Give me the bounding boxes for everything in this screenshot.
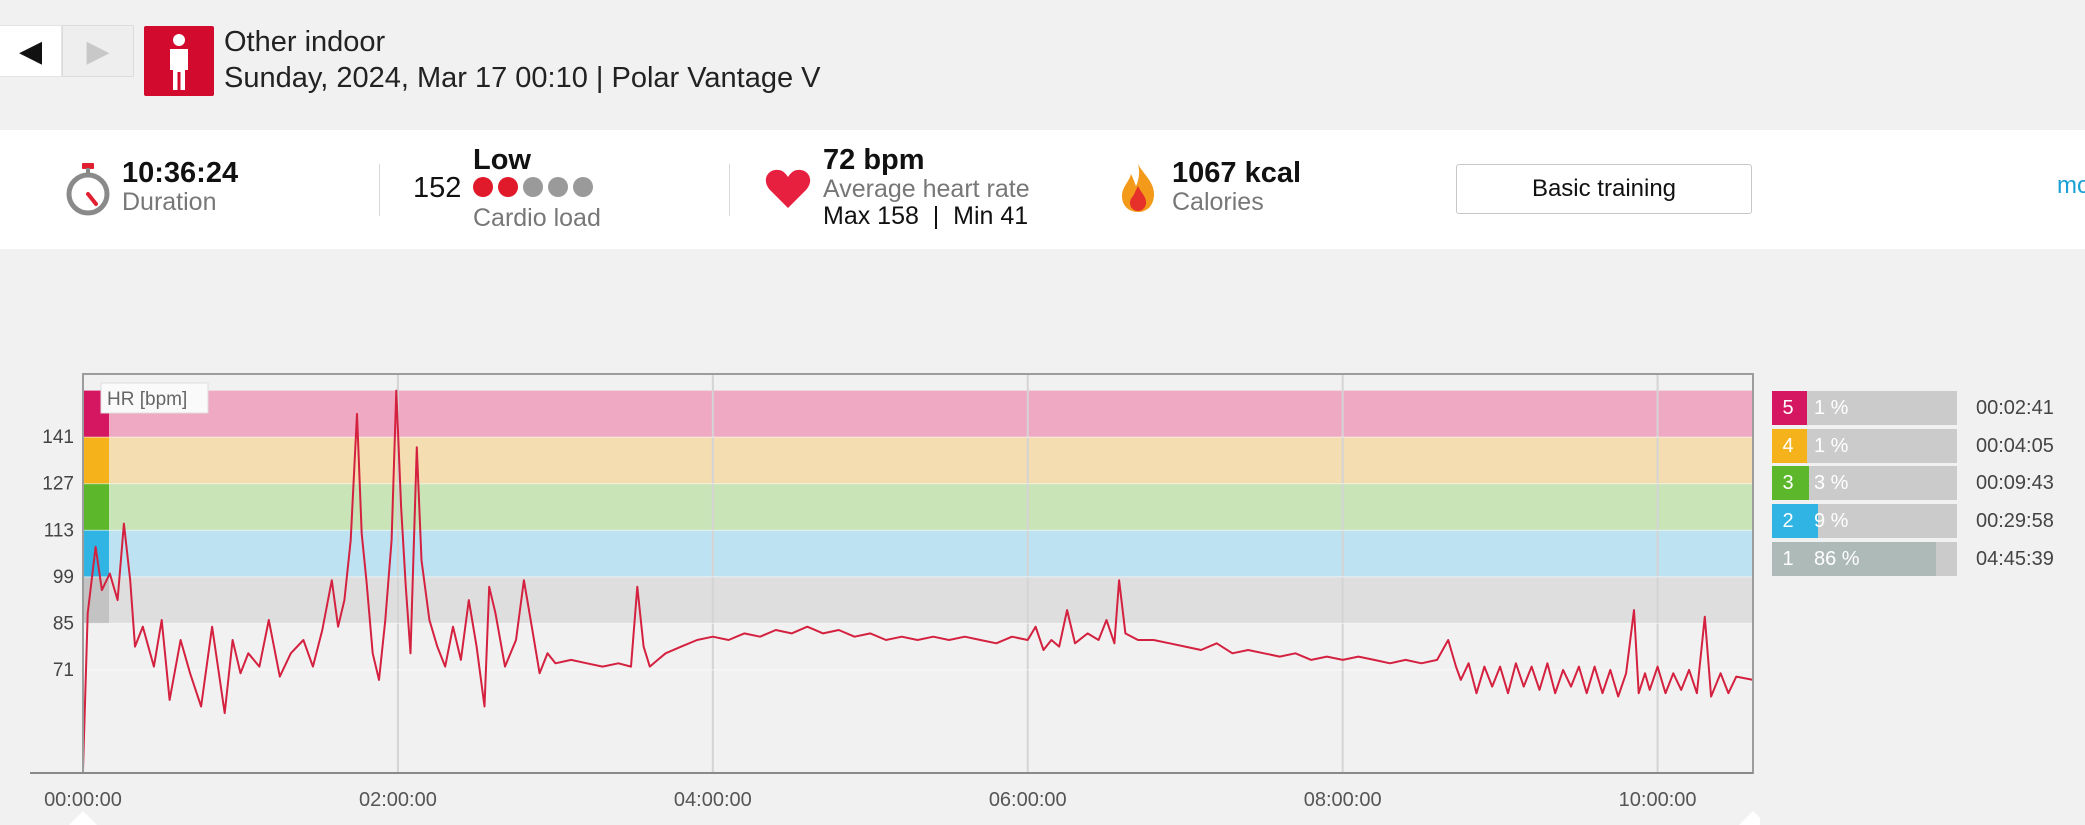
range-start-handle	[69, 811, 97, 825]
calories-label: Calories	[1172, 188, 1264, 216]
zone-number: 1	[1772, 542, 1804, 576]
x-tick-label: 00:00:00	[44, 789, 122, 811]
previous-session-button[interactable]: ◀	[0, 25, 62, 77]
zone-percent-label: 86 %	[1814, 548, 1860, 570]
stopwatch-icon	[66, 163, 110, 216]
arrow-right-icon: ▶	[86, 34, 110, 68]
session-date-device: Sunday, 2024, Mar 17 00:10 | Polar Vanta…	[224, 62, 821, 94]
cardio-load-dot	[473, 177, 493, 197]
zone-time-label: 00:09:43	[1976, 472, 2054, 494]
zone-percent-bar	[1804, 391, 1957, 425]
y-tick-label: 127	[42, 474, 74, 495]
zone-time-label: 00:02:41	[1976, 397, 2054, 419]
training-benefit-button[interactable]: Basic training	[1456, 164, 1752, 214]
zone-2-band	[83, 530, 1753, 577]
x-tick-label: 08:00:00	[1304, 789, 1382, 811]
zone-time-label: 00:29:58	[1976, 510, 2054, 532]
zone-percent-fill	[1804, 391, 1807, 425]
zone-4-band	[83, 437, 1753, 484]
zone-percent-bar	[1804, 466, 1957, 500]
zone-5-band	[83, 390, 1753, 438]
zone-number: 5	[1772, 391, 1804, 425]
zone-1-band	[83, 576, 1753, 624]
zone-percent-fill	[1804, 504, 1818, 538]
zone-percent-fill	[1804, 429, 1807, 463]
avg-heart-rate-label: Average heart rate	[823, 175, 1030, 203]
x-tick-label: 10:00:00	[1619, 789, 1697, 811]
heart-icon	[765, 169, 811, 208]
arrow-left-icon: ◀	[18, 34, 43, 68]
zone-number: 2	[1772, 504, 1804, 538]
x-tick-label: 06:00:00	[989, 789, 1067, 811]
zone-3-band	[83, 483, 1753, 531]
heart-rate-chart: HR [bpm] 141 127 113 99 85 71 00:00:00 02:00:00 0…	[30, 373, 1760, 825]
sport-name: Other indoor	[224, 26, 386, 58]
flame-icon	[1122, 164, 1155, 212]
cardio-load-level: Low	[473, 144, 531, 176]
zone-percent-bar	[1804, 429, 1957, 463]
duration-label: Duration	[122, 188, 217, 216]
zone-number: 4	[1772, 429, 1804, 463]
zone-3-start-marker	[83, 483, 109, 531]
x-tick-label: 02:00:00	[359, 789, 437, 811]
y-tick-label: 113	[44, 520, 74, 541]
zone-time-label: 00:04:05	[1976, 435, 2054, 457]
summary-stats-bar: 10:36:24 Duration 152 Low Cardio load 72…	[0, 130, 2085, 249]
zone-percent-label: 3 %	[1814, 472, 1849, 494]
more-link[interactable]: mo	[2057, 172, 2085, 199]
sport-icon-tile	[144, 26, 214, 96]
cardio-load-dot	[573, 177, 593, 197]
zone-4-start-marker	[83, 437, 109, 484]
zone-percent-label: 1 %	[1814, 435, 1849, 457]
heart-rate-max-min: Max 158 | Min 41	[823, 202, 1029, 230]
zone-percent-fill	[1804, 466, 1809, 500]
duration-value: 10:36:24	[122, 157, 239, 189]
zone-percent-fill	[1804, 542, 1936, 576]
zone-percent-bar	[1804, 504, 1957, 538]
series-label: HR [bpm]	[107, 389, 187, 410]
zone-percent-bar	[1804, 542, 1957, 576]
cardio-load-dot	[523, 177, 543, 197]
cardio-load-dots	[473, 177, 598, 202]
person-standing-icon	[170, 34, 188, 90]
next-session-button[interactable]: ▶	[62, 25, 134, 77]
heart-rate-line	[82, 389, 1754, 770]
calories-value: 1067 kcal	[1172, 157, 1302, 189]
y-tick-label: 85	[53, 613, 74, 634]
zone-percent-label: 1 %	[1814, 397, 1849, 419]
zone-number: 3	[1772, 466, 1804, 500]
cardio-load-dot	[548, 177, 568, 197]
x-tick-label: 04:00:00	[674, 789, 752, 811]
y-tick-label: 71	[53, 660, 74, 681]
cardio-load-dot	[498, 177, 518, 197]
zone-percent-label: 9 %	[1814, 510, 1849, 532]
y-tick-label: 141	[42, 427, 74, 448]
avg-heart-rate-value: 72 bpm	[823, 144, 925, 176]
zone-time-label: 04:45:39	[1976, 548, 2054, 570]
stats-divider	[379, 164, 380, 216]
cardio-load-label: Cardio load	[473, 204, 601, 232]
range-end-handle	[1739, 811, 1760, 825]
cardio-load-value: 152	[413, 172, 462, 204]
stats-divider	[729, 164, 730, 216]
y-tick-label: 99	[53, 567, 74, 588]
series-label-box	[100, 382, 209, 414]
